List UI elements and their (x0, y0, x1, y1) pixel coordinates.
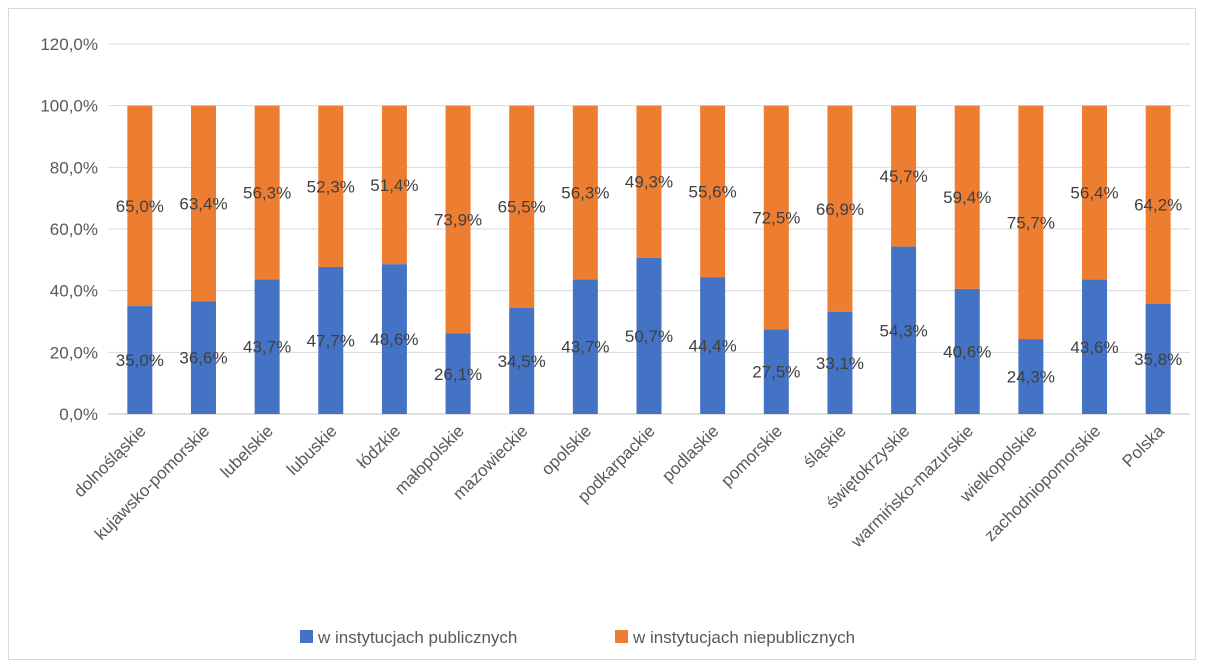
data-label-publiczne: 47,7% (307, 331, 355, 350)
data-label-publiczne: 33,1% (816, 354, 864, 373)
bar-publiczne (381, 264, 407, 414)
data-label-niepubliczne: 66,9% (816, 200, 864, 219)
data-label-niepubliczne: 73,9% (434, 211, 482, 230)
legend-swatch (615, 630, 628, 643)
bar-niepubliczne (700, 105, 726, 278)
data-label-niepubliczne: 56,3% (561, 183, 609, 202)
x-category-label: lubelskie (217, 421, 277, 481)
bar-niepubliczne (254, 105, 280, 280)
data-labels: 35,0% 65,0% 36,6% 63,4% 43,7% 56,3% 47,7% 52,3%… (116, 167, 1183, 386)
bar-publiczne (509, 307, 535, 414)
bar-niepubliczne (636, 105, 662, 258)
y-tick-label: 0,0% (59, 405, 98, 424)
x-category-label: opolskie (538, 421, 596, 479)
data-label-niepubliczne: 64,2% (1134, 196, 1182, 215)
bar-niepubliczne (509, 105, 535, 308)
bar-niepubliczne (827, 105, 853, 312)
data-label-niepubliczne: 63,4% (179, 194, 227, 213)
bar-niepubliczne (318, 105, 344, 267)
bar-publiczne (190, 301, 216, 414)
y-tick-label: 80,0% (50, 158, 98, 177)
legend-label: w instytucjach publicznych (317, 628, 517, 647)
bar-publiczne (1018, 339, 1044, 414)
bar-publiczne (1145, 303, 1171, 414)
x-category-label: zachodniopomorskie (981, 421, 1105, 545)
data-label-niepubliczne: 51,4% (370, 176, 418, 195)
data-label-publiczne: 34,5% (498, 352, 546, 371)
y-tick-label: 120,0% (40, 35, 98, 54)
bars (127, 105, 1171, 414)
bar-niepubliczne (1145, 105, 1171, 304)
data-label-niepubliczne: 56,4% (1070, 184, 1118, 203)
bar-publiczne (763, 329, 789, 414)
data-label-publiczne: 27,5% (752, 363, 800, 382)
legend-label: w instytucjach niepublicznych (632, 628, 855, 647)
bar-publiczne (254, 279, 280, 414)
bar-publiczne (1082, 279, 1108, 414)
data-label-niepubliczne: 52,3% (307, 177, 355, 196)
bar-niepubliczne (954, 105, 980, 289)
bar-niepubliczne (763, 105, 789, 330)
data-label-niepubliczne: 49,3% (625, 173, 673, 192)
x-category-label: kujawsko-pomorskie (91, 421, 213, 543)
data-label-niepubliczne: 72,5% (752, 208, 800, 227)
bar-publiczne (636, 257, 662, 414)
x-category-label: lubuskie (283, 421, 341, 479)
bar-niepubliczne (1082, 105, 1108, 280)
legend-swatch (300, 630, 313, 643)
x-category-label: Polska (1118, 421, 1168, 471)
x-category-label: warmińsko-mazurskie (847, 421, 977, 551)
bar-niepubliczne (572, 105, 598, 280)
bar-publiczne (954, 288, 980, 414)
data-label-publiczne: 35,0% (116, 351, 164, 370)
x-category-label: łódzkie (353, 421, 404, 472)
data-label-publiczne: 50,7% (625, 327, 673, 346)
data-label-niepubliczne: 45,7% (879, 167, 927, 186)
data-label-niepubliczne: 59,4% (943, 188, 991, 207)
y-tick-label: 60,0% (50, 220, 98, 239)
data-label-publiczne: 24,3% (1007, 368, 1055, 387)
bar-niepubliczne (381, 105, 407, 265)
bar-publiczne (700, 277, 726, 414)
x-category-label: podlaskie (658, 421, 722, 485)
data-label-niepubliczne: 65,5% (498, 198, 546, 217)
bar-niepubliczne (1018, 105, 1044, 340)
x-category-label: pomorskie (717, 421, 786, 490)
y-tick-label: 20,0% (50, 343, 98, 362)
bar-niepubliczne (190, 105, 216, 302)
legend: w instytucjach publicznych w instytucjach… (300, 628, 855, 647)
data-label-niepubliczne: 55,6% (689, 182, 737, 201)
bar-niepubliczne (891, 105, 917, 247)
x-category-label: śląskie (800, 421, 850, 471)
data-label-niepubliczne: 75,7% (1007, 213, 1055, 232)
data-label-publiczne: 43,6% (1070, 338, 1118, 357)
bar-niepubliczne (127, 105, 153, 307)
y-axis: 0,0% 20,0% 40,0% 60,0% 80,0% 100,0% 120,0% (40, 35, 98, 424)
data-label-publiczne: 36,6% (179, 349, 227, 368)
bar-publiczne (445, 333, 471, 414)
data-label-publiczne: 40,6% (943, 342, 991, 361)
data-label-publiczne: 35,8% (1134, 350, 1182, 369)
bar-publiczne (827, 311, 853, 414)
bar-niepubliczne (445, 105, 471, 334)
data-label-publiczne: 43,7% (561, 338, 609, 357)
data-label-niepubliczne: 56,3% (243, 183, 291, 202)
bar-publiczne (891, 246, 917, 414)
bar-publiczne (572, 279, 598, 414)
data-label-niepubliczne: 65,0% (116, 197, 164, 216)
data-label-publiczne: 54,3% (879, 321, 927, 340)
data-label-publiczne: 44,4% (689, 337, 737, 356)
y-tick-label: 100,0% (40, 97, 98, 116)
data-label-publiczne: 48,6% (370, 330, 418, 349)
data-label-publiczne: 43,7% (243, 338, 291, 357)
data-label-publiczne: 26,1% (434, 365, 482, 384)
bar-publiczne (127, 306, 153, 414)
y-tick-label: 40,0% (50, 282, 98, 301)
bar-publiczne (318, 266, 344, 414)
